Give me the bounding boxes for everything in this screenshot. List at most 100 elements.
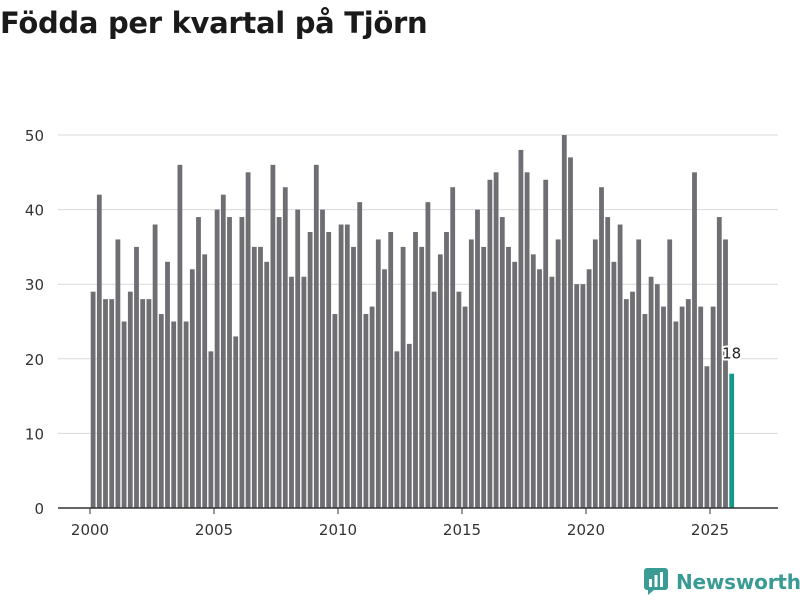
bar [196, 217, 201, 508]
bar [543, 179, 549, 508]
bar [270, 164, 276, 508]
brand-logo: Newsworthy [644, 568, 800, 595]
bar [450, 187, 456, 508]
y-axis-ticks: 0 10 20 30 40 50 [25, 127, 44, 518]
x-tick-label: 2010 [319, 521, 357, 539]
bar [214, 209, 220, 508]
bar [171, 321, 177, 508]
bar [109, 299, 115, 508]
bar [648, 276, 654, 508]
bar [499, 217, 505, 508]
bar [326, 231, 332, 509]
bar [524, 172, 530, 509]
bar [518, 149, 524, 509]
bar [121, 321, 127, 508]
bar [227, 217, 232, 508]
bar [146, 299, 152, 508]
bar [363, 314, 369, 508]
bar [394, 351, 400, 508]
bar [481, 246, 487, 508]
bar [636, 239, 642, 508]
bar [419, 246, 425, 508]
bar [276, 217, 282, 508]
bar [444, 231, 449, 509]
bar [351, 246, 356, 508]
bar [344, 224, 350, 508]
bar [679, 306, 685, 508]
bar [369, 306, 375, 508]
bars [90, 135, 735, 509]
bar [115, 239, 121, 508]
bar [431, 291, 437, 508]
bar [729, 373, 735, 508]
bar [425, 202, 431, 508]
bar [382, 269, 387, 508]
bar [152, 224, 158, 508]
bar [537, 269, 542, 508]
bar [667, 239, 673, 508]
brand-name: Newsworthy [676, 569, 800, 594]
bar [96, 194, 102, 508]
bar [158, 314, 164, 508]
y-tick-label: 0 [34, 500, 44, 518]
bar [456, 291, 462, 508]
bar [388, 231, 394, 509]
bar [413, 231, 418, 509]
bar [673, 321, 679, 508]
chart-title: Födda per kvartal på Tjörn [0, 6, 428, 40]
bar [282, 187, 288, 508]
x-tick-label: 2025 [691, 521, 729, 539]
bar [549, 276, 555, 508]
bar [611, 261, 617, 508]
bar [555, 239, 561, 508]
y-tick-label: 40 [25, 202, 44, 220]
bar [313, 164, 319, 508]
bar [642, 314, 648, 508]
bar [475, 209, 480, 508]
x-tick-label: 2020 [567, 521, 605, 539]
y-tick-label: 10 [25, 425, 44, 443]
bar [177, 164, 183, 508]
bar [189, 269, 195, 508]
bar [140, 299, 146, 508]
bar [468, 239, 474, 508]
bar [264, 261, 270, 508]
x-tick-label: 2005 [195, 521, 233, 539]
bar [134, 246, 139, 508]
bar [165, 261, 170, 508]
bar [220, 194, 226, 508]
bar [90, 291, 96, 508]
bar [723, 239, 728, 508]
bar [320, 209, 325, 508]
bar [338, 224, 344, 508]
x-tick-label: 2015 [443, 521, 481, 539]
bar [630, 291, 635, 508]
bar [506, 246, 511, 508]
bar [623, 299, 629, 508]
bar [574, 284, 580, 508]
y-tick-label: 50 [25, 127, 44, 145]
bar [530, 254, 536, 508]
bar [487, 179, 493, 508]
bar [183, 321, 189, 508]
highlight-value-label: 18 [722, 345, 741, 363]
bar [332, 314, 338, 508]
bar [245, 172, 251, 509]
bar [301, 276, 307, 508]
bar [103, 299, 108, 508]
bar [568, 157, 573, 508]
newsworthy-logo-icon [644, 568, 668, 595]
bar [605, 217, 611, 508]
bar [400, 246, 406, 508]
bar [251, 246, 257, 508]
y-tick-label: 30 [25, 276, 44, 294]
bar [586, 269, 592, 508]
bar [357, 202, 363, 508]
y-tick-label: 20 [25, 351, 44, 369]
annotations: 18 [720, 343, 743, 365]
bar [493, 172, 499, 509]
bar [580, 284, 586, 508]
x-axis-ticks: 2000 2005 2010 2015 2020 2025 [71, 508, 729, 539]
bar [202, 254, 208, 508]
bar [698, 306, 704, 508]
